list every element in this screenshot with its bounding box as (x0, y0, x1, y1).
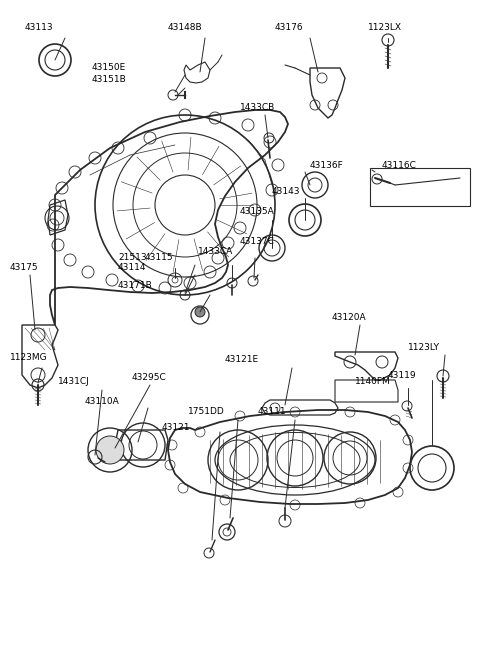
Text: 43143: 43143 (272, 187, 300, 197)
Text: 43175: 43175 (10, 264, 38, 273)
Text: 43135A: 43135A (240, 208, 275, 217)
Text: 43113: 43113 (25, 23, 54, 33)
Text: 43150E: 43150E (92, 64, 126, 72)
Text: 43171B: 43171B (118, 281, 153, 290)
Text: 1433CB: 1433CB (240, 104, 275, 113)
Text: 43120A: 43120A (332, 314, 367, 322)
Text: 21513: 21513 (118, 253, 146, 262)
Text: 43115: 43115 (145, 253, 174, 262)
Circle shape (96, 436, 124, 464)
Bar (370, 168, 470, 206)
Text: 43110A: 43110A (85, 398, 120, 406)
Text: 43295C: 43295C (132, 374, 167, 383)
Text: 43121E: 43121E (225, 355, 259, 365)
Text: 1433CA: 1433CA (198, 247, 233, 256)
Text: 43151B: 43151B (92, 76, 127, 85)
Text: 1751DD: 1751DD (188, 408, 225, 417)
Text: 1140FM: 1140FM (355, 378, 391, 387)
Text: 43114: 43114 (118, 264, 146, 273)
Text: 43121: 43121 (162, 424, 191, 432)
Text: 43111: 43111 (258, 408, 287, 417)
Text: 1431CJ: 1431CJ (58, 378, 90, 387)
Text: 1123MG: 1123MG (10, 353, 48, 363)
Text: 1123LY: 1123LY (408, 344, 440, 352)
Text: 43137C: 43137C (240, 238, 275, 247)
Circle shape (195, 307, 205, 317)
Text: 1123LX: 1123LX (368, 23, 402, 33)
Text: 43148B: 43148B (168, 23, 203, 33)
Text: 43116C: 43116C (382, 161, 417, 169)
Text: 43119: 43119 (388, 370, 417, 380)
Text: 43176: 43176 (275, 23, 304, 33)
Text: 43136F: 43136F (310, 161, 344, 169)
